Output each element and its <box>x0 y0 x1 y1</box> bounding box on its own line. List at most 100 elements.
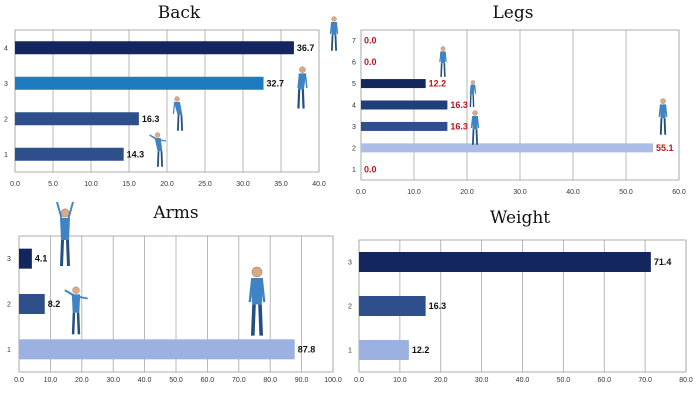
legs-category-label-6: 6 <box>352 60 356 67</box>
back-chart-title: Back <box>158 3 201 23</box>
back-x-tick-label: 40.0 <box>312 181 326 188</box>
weight-chart: Weight 12.2 16.3 71.4 1 2 3 0.0 10.0 20.0 30.0 4… <box>348 208 693 384</box>
legs-x-tick-label: 0.0 <box>356 189 366 196</box>
legs-x-tick-label: 60.0 <box>672 189 686 196</box>
arms-x-tick-label: 20.0 <box>75 377 89 384</box>
legs-category-label-2: 2 <box>352 145 356 152</box>
back-category-label-2: 2 <box>4 116 8 123</box>
arms-chart: Arms 87.8 8.2 4.1 1 2 3 0.0 10.0 20.0 30.0 40.0 5… <box>7 202 342 384</box>
legs-bar-5 <box>361 79 426 89</box>
back-value-label-4: 36.7 <box>297 43 315 53</box>
legs-x-tick-label: 50.0 <box>619 189 633 196</box>
legs-category-label-7: 7 <box>352 38 356 45</box>
legs-chart-title: Legs <box>493 3 534 23</box>
arms-chart-title: Arms <box>152 203 198 223</box>
legs-chart: Legs 0.0 55.1 16.3 16.3 12.2 0.0 0.0 1 2 3 4 5 6 7 0… <box>352 3 686 196</box>
arms-value-label-1: 87.8 <box>298 344 316 354</box>
arms-x-tick-label: 80.0 <box>263 377 277 384</box>
arms-bar-2 <box>19 294 45 314</box>
back-x-tick-label: 15.0 <box>122 181 136 188</box>
weight-x-tick-label: 70.0 <box>638 377 652 384</box>
arms-posture-figures <box>56 202 266 336</box>
arms-bar-1 <box>19 339 295 360</box>
legs-value-label-3: 16.3 <box>450 121 468 131</box>
legs-value-label-6: 0.0 <box>364 57 377 67</box>
back-x-tick-label: 10.0 <box>84 181 98 188</box>
arms-value-label-3: 4.1 <box>35 254 48 264</box>
back-x-tick-label: 25.0 <box>198 181 212 188</box>
back-x-tick-label: 30.0 <box>236 181 250 188</box>
arms-category-label-1: 1 <box>7 347 11 354</box>
legs-category-label-5: 5 <box>352 81 356 88</box>
legs-value-label-1: 0.0 <box>364 164 377 174</box>
legs-x-tick-label: 40.0 <box>566 189 580 196</box>
weight-value-label-3: 71.4 <box>654 257 672 267</box>
back-bar-2 <box>15 112 139 126</box>
arm-raised-figure-icon <box>64 286 88 335</box>
arms-down-figure-icon <box>248 266 266 336</box>
back-x-tick-label: 20.0 <box>160 181 174 188</box>
back-bar-4 <box>15 41 294 55</box>
legs-value-label-4: 16.3 <box>450 100 468 110</box>
arms-x-tick-label: 30.0 <box>106 377 120 384</box>
arms-x-tick-label: 100.0 <box>324 377 342 384</box>
weight-value-label-1: 12.2 <box>412 345 430 355</box>
legs-posture-figures <box>439 46 668 145</box>
weight-bar-2 <box>359 296 426 316</box>
back-category-label-3: 3 <box>4 81 8 88</box>
legs-bar-3 <box>361 121 448 131</box>
weight-x-tick-label: 30.0 <box>475 377 489 384</box>
weight-category-label-1: 1 <box>348 348 352 355</box>
arms-category-label-2: 2 <box>7 302 11 309</box>
weight-bar-3 <box>359 252 651 272</box>
weight-category-label-2: 2 <box>348 304 352 311</box>
back-category-label-1: 1 <box>4 152 8 159</box>
weight-x-tick-label: 0.0 <box>354 377 364 384</box>
weight-x-tick-label: 10.0 <box>393 377 407 384</box>
back-value-label-2: 16.3 <box>142 114 160 124</box>
bent-figure-icon <box>172 96 183 131</box>
bent-twisted-figure-icon <box>149 132 166 167</box>
weight-value-label-2: 16.3 <box>429 301 447 311</box>
legs-value-label-5: 12.2 <box>429 79 447 89</box>
legs-x-tick-label: 20.0 <box>460 189 474 196</box>
back-x-tick-label: 0.0 <box>10 181 20 188</box>
back-bar-1 <box>15 147 124 161</box>
arms-value-label-2: 8.2 <box>48 299 61 309</box>
weight-x-tick-label: 80.0 <box>679 377 693 384</box>
arms-bar-3 <box>19 248 32 269</box>
weight-x-tick-label: 20.0 <box>434 377 448 384</box>
weight-bar-1 <box>359 340 409 360</box>
back-x-tick-label: 35.0 <box>274 181 288 188</box>
legs-category-label-3: 3 <box>352 124 356 131</box>
arms-x-tick-label: 50.0 <box>169 377 183 384</box>
arms-raised-figure-icon <box>56 202 74 266</box>
weight-chart-title: Weight <box>490 208 550 228</box>
weight-x-tick-label: 40.0 <box>516 377 530 384</box>
standing-figure-icon <box>329 16 339 51</box>
arms-x-tick-label: 90.0 <box>295 377 309 384</box>
weight-x-tick-label: 50.0 <box>557 377 571 384</box>
legs-category-label-1: 1 <box>352 167 356 174</box>
arms-x-tick-label: 10.0 <box>44 377 58 384</box>
back-chart: Back 14.3 16.3 32.7 36.7 1 2 3 4 0.0 5.0 10.0 15.… <box>4 3 339 188</box>
arms-x-tick-label: 60.0 <box>201 377 215 384</box>
back-bar-3 <box>15 76 264 90</box>
legs-value-label-2: 55.1 <box>656 143 674 153</box>
legs-value-label-7: 0.0 <box>364 36 377 46</box>
kneeling-figure-icon <box>469 80 477 108</box>
standing-legs-figure-icon <box>658 98 668 135</box>
legs-x-tick-label: 10.0 <box>407 189 421 196</box>
legs-bar-4 <box>361 100 448 110</box>
twisted-figure-icon <box>297 66 308 109</box>
legs-x-tick-label: 30.0 <box>513 189 527 196</box>
back-value-label-3: 32.7 <box>267 78 285 88</box>
back-category-label-4: 4 <box>4 45 8 52</box>
arms-x-tick-label: 70.0 <box>232 377 246 384</box>
one-leg-figure-icon <box>470 110 480 145</box>
back-posture-figures <box>149 16 339 167</box>
arms-x-tick-label: 0.0 <box>14 377 24 384</box>
weight-category-label-3: 3 <box>348 260 352 267</box>
walking-figure-icon <box>439 46 447 77</box>
